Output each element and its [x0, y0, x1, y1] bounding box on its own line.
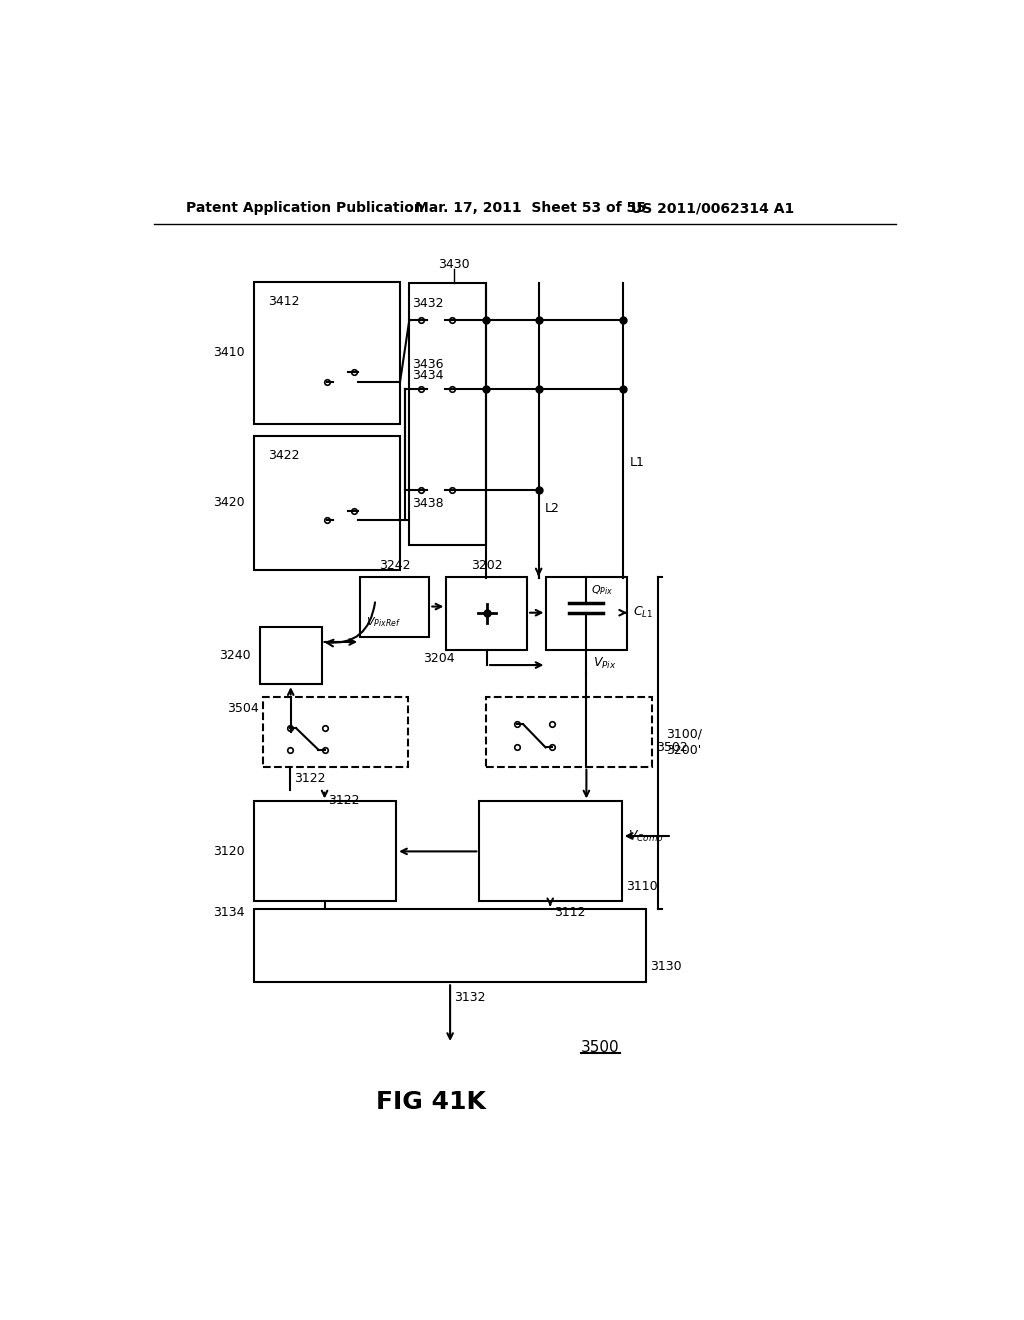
Text: L2: L2 — [545, 502, 560, 515]
Text: 3130: 3130 — [650, 961, 682, 973]
Text: 3112: 3112 — [554, 906, 586, 919]
Text: $Q_{Pix}$: $Q_{Pix}$ — [591, 583, 613, 597]
Text: 3122: 3122 — [329, 795, 360, 807]
Bar — [360, 577, 429, 636]
Bar — [410, 284, 486, 545]
Bar — [254, 801, 396, 902]
Bar — [263, 697, 408, 767]
Text: 3202: 3202 — [471, 560, 503, 573]
Text: L1: L1 — [630, 455, 644, 469]
Bar — [254, 909, 646, 982]
Text: Mar. 17, 2011  Sheet 53 of 55: Mar. 17, 2011 Sheet 53 of 55 — [416, 202, 646, 215]
Text: 3240: 3240 — [219, 648, 251, 661]
Text: 3132: 3132 — [454, 991, 485, 1005]
Bar — [260, 627, 322, 684]
Text: Patent Application Publication: Patent Application Publication — [186, 202, 424, 215]
Text: US 2011/0062314 A1: US 2011/0062314 A1 — [631, 202, 795, 215]
Bar — [254, 436, 400, 570]
Text: 3430: 3430 — [438, 259, 470, 271]
Text: 3100/: 3100/ — [666, 727, 701, 741]
Text: 3134: 3134 — [213, 906, 245, 919]
Text: 3410: 3410 — [213, 346, 245, 359]
FancyArrowPatch shape — [327, 602, 375, 647]
Text: $V_{Comp}$: $V_{Comp}$ — [628, 828, 664, 845]
Text: 3200': 3200' — [666, 744, 701, 758]
Text: 3438: 3438 — [412, 498, 443, 511]
Text: $V_{PixRef}$: $V_{PixRef}$ — [367, 615, 401, 628]
Text: 3412: 3412 — [267, 296, 299, 309]
Bar — [486, 697, 652, 767]
Text: 3110: 3110 — [626, 879, 657, 892]
Text: 3432: 3432 — [412, 297, 443, 310]
Text: 3500: 3500 — [581, 1040, 620, 1055]
Text: 3242: 3242 — [379, 560, 411, 573]
Bar — [547, 577, 628, 649]
Text: 3122: 3122 — [294, 772, 326, 785]
Text: 3420: 3420 — [213, 496, 245, 510]
Text: 3120: 3120 — [213, 845, 245, 858]
Text: 3504: 3504 — [227, 702, 259, 714]
Text: $V_{Pix}$: $V_{Pix}$ — [593, 656, 616, 671]
Bar — [446, 577, 527, 649]
Bar — [479, 801, 622, 902]
Text: $C_{L1}$: $C_{L1}$ — [634, 605, 653, 620]
Text: 3436: 3436 — [412, 358, 443, 371]
Bar — [254, 281, 400, 424]
Text: 3434: 3434 — [412, 370, 443, 381]
Text: 3422: 3422 — [267, 449, 299, 462]
Text: 3204: 3204 — [423, 652, 455, 665]
Text: FIG 41K: FIG 41K — [376, 1089, 485, 1114]
Text: 3502: 3502 — [655, 741, 687, 754]
